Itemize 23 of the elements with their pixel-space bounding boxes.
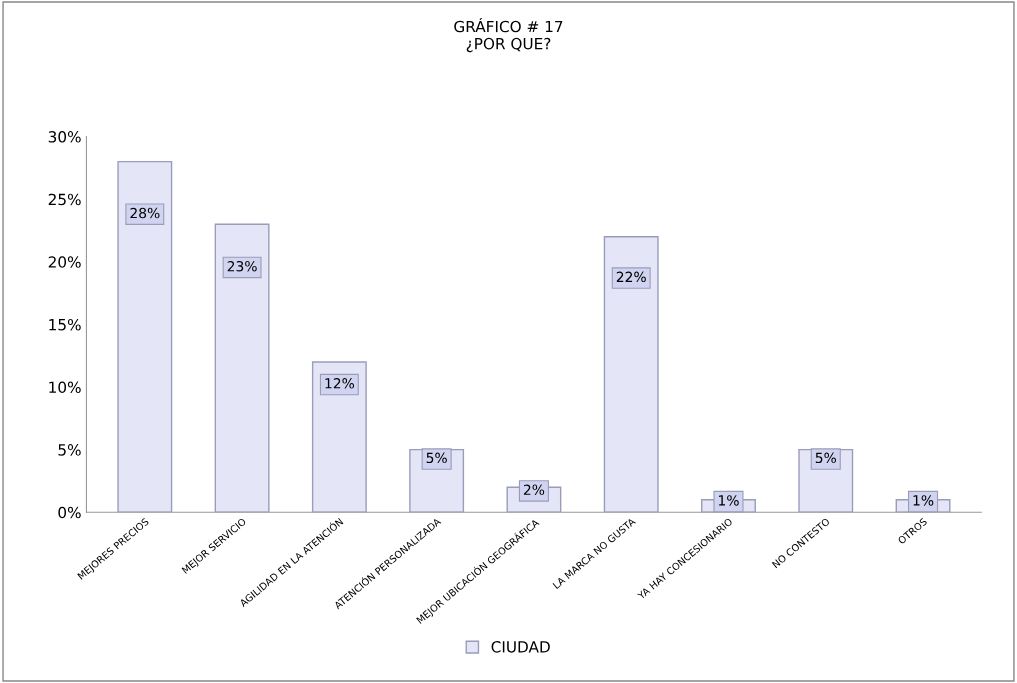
bar [214, 223, 270, 513]
bar [311, 361, 367, 513]
data-label: 1% [718, 495, 739, 506]
data-label: 5% [815, 452, 837, 464]
data-label: 2% [523, 484, 545, 495]
legend-label: CIUDAD [491, 641, 550, 653]
bar [603, 236, 659, 513]
y-tick-label: 15% [49, 318, 81, 331]
y-tick-label: 5% [58, 444, 81, 456]
data-label: 22% [616, 271, 646, 283]
bar [117, 160, 173, 513]
chart-subtitle: ¿POR QUE? [466, 37, 551, 53]
y-tick-label: 0% [58, 506, 81, 519]
y-tick-label: 30% [48, 131, 81, 143]
data-label: 5% [426, 452, 447, 464]
y-tick-label: 25% [48, 193, 81, 206]
data-label: 12% [325, 378, 355, 389]
y-tick-label: 20% [48, 256, 81, 268]
data-label: 23% [227, 260, 257, 272]
data-label: 1% [913, 495, 934, 506]
chart-title: GRÁFICO # 17 [454, 17, 563, 33]
y-tick-label: 10% [49, 381, 81, 394]
data-label: 28% [130, 207, 160, 219]
